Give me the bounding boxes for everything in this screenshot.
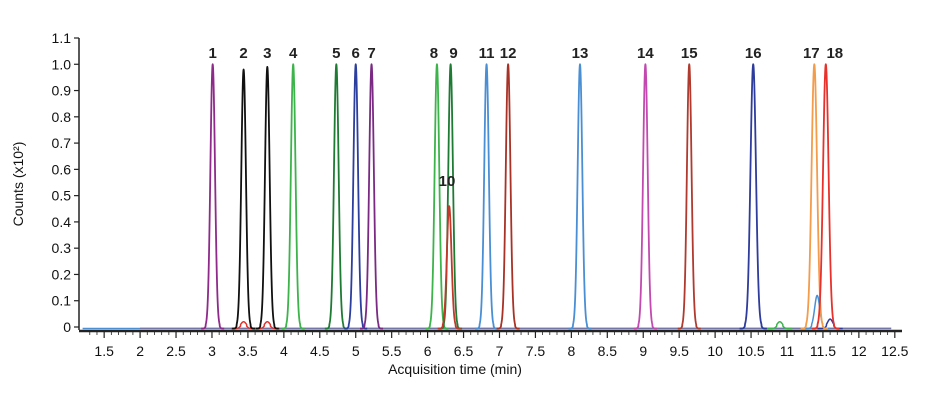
peak-7 xyxy=(359,63,384,330)
y-tick-label: 0.7 xyxy=(52,135,72,151)
y-tick-label: 0.4 xyxy=(52,214,72,230)
peak-label: 12 xyxy=(500,45,517,62)
x-tick-label: 12 xyxy=(851,343,867,359)
x-tick-label: 4 xyxy=(280,343,288,359)
peak-18 xyxy=(811,63,841,330)
peak-17 xyxy=(799,63,829,330)
x-tick-label: 2 xyxy=(136,343,144,359)
peak-12 xyxy=(495,63,521,330)
x-tick-label: 6 xyxy=(424,343,432,359)
peak-14 xyxy=(633,63,658,330)
peak-label: 14 xyxy=(637,45,654,62)
peak-13 xyxy=(567,63,593,330)
x-tick-label: 10 xyxy=(707,343,723,359)
peak-6 xyxy=(343,63,368,330)
y-tick-label: 1.0 xyxy=(52,56,72,72)
peak-11 xyxy=(474,63,499,330)
x-tick-label: 3 xyxy=(208,343,216,359)
x-tick-label: 7.5 xyxy=(526,343,546,359)
y-tick-label: 0.1 xyxy=(52,293,72,309)
y-tick-label: 1.1 xyxy=(52,30,72,46)
peak-3 xyxy=(255,66,280,330)
x-tick-label: 11.5 xyxy=(810,343,836,359)
x-axis-title: Acquisition time (min) xyxy=(388,361,522,377)
x-tick-label: 6.5 xyxy=(454,343,474,359)
peak-label: 16 xyxy=(745,45,762,62)
peak-label: 15 xyxy=(681,45,698,62)
peak-16 xyxy=(738,63,768,330)
y-tick-label: 0.3 xyxy=(52,240,72,256)
x-axis-ticks: 1.5 2 2.5 3 3.5 4 4.5 5 5.5 6 6.5 7 7.5 8 8.5 9 9.5 10 10.… xyxy=(89,331,909,359)
x-tick-label: 11 xyxy=(780,343,795,359)
peak-label: 4 xyxy=(289,45,298,62)
y-tick-label: 0.2 xyxy=(52,266,72,282)
x-tick-label: 1.5 xyxy=(94,343,114,359)
x-tick-label: 4.5 xyxy=(310,343,330,359)
peak-2 xyxy=(231,68,256,330)
peak-9 xyxy=(438,63,463,330)
peak-4 xyxy=(280,63,306,330)
peak-label: 6 xyxy=(352,45,360,62)
x-tick-label: 3.5 xyxy=(238,343,258,359)
peak-15 xyxy=(677,63,702,330)
y-tick-label: 0.9 xyxy=(52,83,72,99)
peak-label: 18 xyxy=(826,45,843,62)
y-tick-label: 0 xyxy=(63,319,71,335)
peak-label: 2 xyxy=(239,45,247,62)
peak-label: 10 xyxy=(439,173,456,190)
peak-8 xyxy=(424,63,450,330)
y-tick-label: 0.8 xyxy=(52,109,72,125)
peak-label: 13 xyxy=(572,45,589,62)
x-tick-label: 8.5 xyxy=(598,343,618,359)
peak-1 xyxy=(200,63,225,330)
peak-label: 9 xyxy=(449,45,457,62)
y-axis-title: Counts (x10²) xyxy=(10,142,26,227)
x-tick-label: 5.5 xyxy=(382,343,402,359)
x-tick-label: 8 xyxy=(567,343,575,359)
peak-10 xyxy=(436,205,462,330)
x-tick-label: 7 xyxy=(496,343,504,359)
peak-traces xyxy=(82,63,892,330)
y-tick-label: 0.5 xyxy=(52,188,72,204)
peak-5 xyxy=(324,63,349,330)
peak-label: 8 xyxy=(430,45,438,62)
peak-label: 7 xyxy=(367,45,375,62)
y-tick-label: 0.6 xyxy=(52,161,72,177)
x-tick-label: 9 xyxy=(639,343,647,359)
y-axis-ticks: 0 0.1 0.2 0.3 0.4 0.5 0.6 0.7 0.8 0.9 1.0 1.1 xyxy=(52,30,79,335)
minor-peak xyxy=(767,320,793,330)
peak-label: 17 xyxy=(803,45,820,62)
peak-label: 11 xyxy=(479,45,495,62)
x-tick-label: 5 xyxy=(352,343,360,359)
x-tick-label: 12.5 xyxy=(881,343,908,359)
x-tick-label: 9.5 xyxy=(669,343,689,359)
x-tick-label: 10.5 xyxy=(737,343,764,359)
peak-label: 1 xyxy=(209,45,217,62)
peak-label: 5 xyxy=(332,45,340,62)
peak-label: 3 xyxy=(263,45,271,62)
x-tick-label: 2.5 xyxy=(166,343,186,359)
